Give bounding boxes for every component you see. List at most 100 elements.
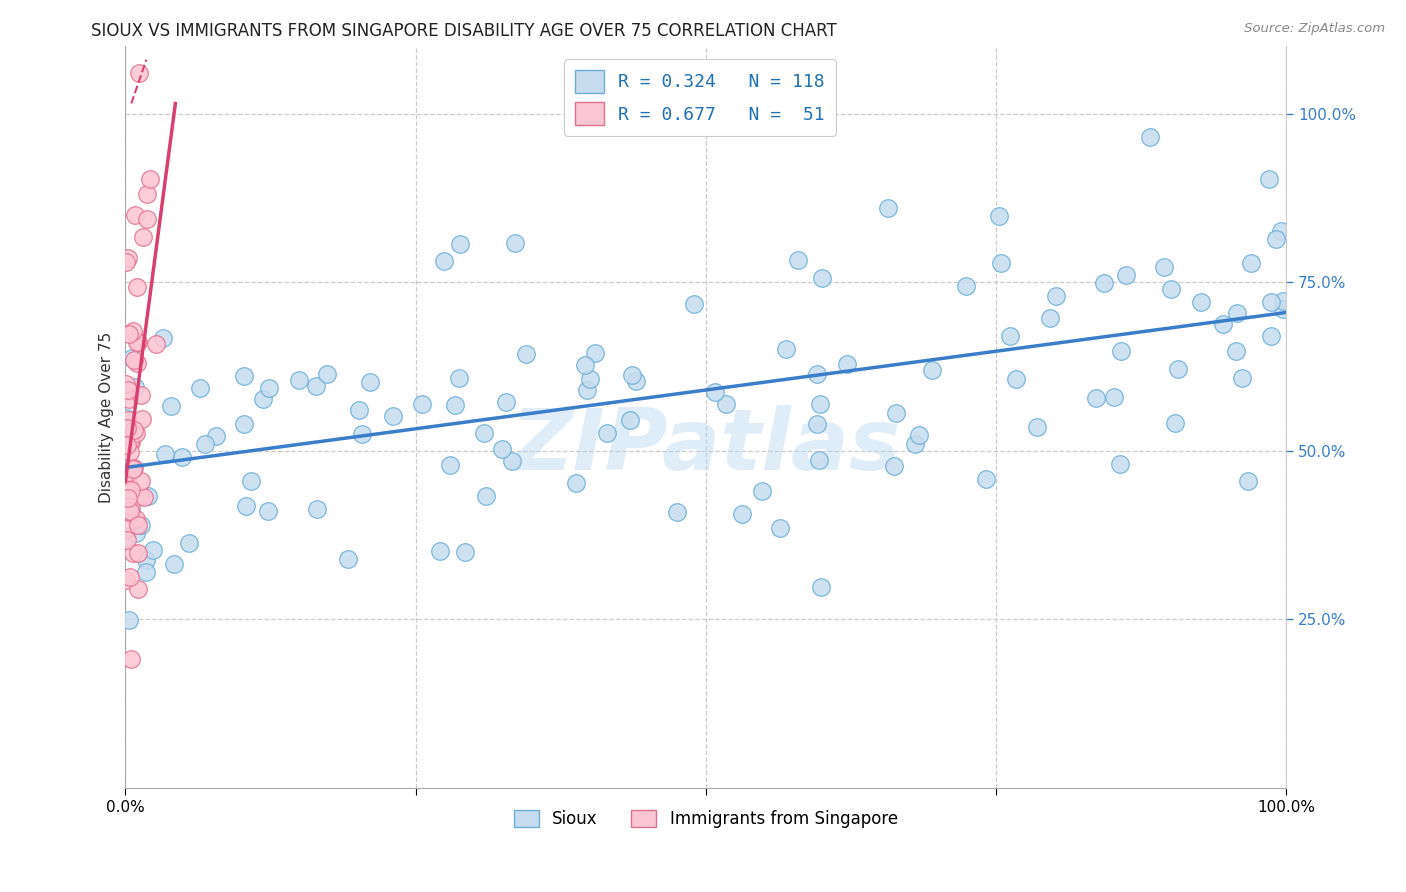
Point: [703, 385, 725, 400]
Point: [811, 271, 834, 285]
Point: [120, 434, 142, 449]
Point: [1237, 475, 1260, 489]
Point: [429, 544, 451, 558]
Point: [921, 362, 943, 376]
Point: [288, 373, 311, 387]
Point: [751, 483, 773, 498]
Point: [620, 368, 643, 382]
Point: [121, 351, 143, 365]
Point: [115, 421, 138, 435]
Point: [136, 490, 159, 504]
Point: [1239, 256, 1261, 270]
Point: [491, 442, 513, 456]
Point: [307, 501, 329, 516]
Point: [115, 376, 138, 391]
Point: [122, 546, 145, 560]
Point: [114, 410, 136, 425]
Point: [1212, 317, 1234, 331]
Point: [153, 447, 176, 461]
Point: [129, 489, 152, 503]
Point: [135, 552, 157, 566]
Point: [1164, 416, 1187, 430]
Point: [142, 543, 165, 558]
Point: [135, 186, 157, 201]
Point: [495, 394, 517, 409]
Point: [125, 512, 148, 526]
Point: [125, 335, 148, 350]
Point: [1108, 457, 1130, 471]
Point: [127, 279, 149, 293]
Text: SIOUX VS IMMIGRANTS FROM SINGAPORE DISABILITY AGE OVER 75 CORRELATION CHART: SIOUX VS IMMIGRANTS FROM SINGAPORE DISAB…: [91, 22, 837, 40]
Point: [316, 367, 339, 381]
Point: [1264, 232, 1286, 246]
Point: [1153, 260, 1175, 274]
Point: [117, 383, 139, 397]
Point: [583, 345, 606, 359]
Point: [974, 472, 997, 486]
Point: [810, 580, 832, 594]
Point: [136, 211, 159, 226]
Point: [575, 384, 598, 398]
Point: [1225, 344, 1247, 359]
Point: [127, 356, 149, 370]
Point: [122, 353, 145, 368]
Point: [232, 417, 254, 431]
Point: [124, 379, 146, 393]
Point: [1260, 329, 1282, 343]
Point: [382, 409, 405, 424]
Point: [837, 357, 859, 371]
Point: [128, 66, 150, 80]
Point: [118, 392, 141, 406]
Point: [806, 417, 828, 431]
Y-axis label: Disability Age Over 75: Disability Age Over 75: [100, 331, 114, 502]
Point: [988, 209, 1011, 223]
Point: [122, 462, 145, 476]
Point: [1257, 172, 1279, 186]
Point: [115, 469, 138, 483]
Point: [162, 558, 184, 572]
Point: [194, 437, 217, 451]
Point: [1084, 391, 1107, 405]
Point: [877, 202, 900, 216]
Point: [118, 504, 141, 518]
Point: [134, 490, 156, 504]
Point: [159, 399, 181, 413]
Point: [122, 490, 145, 504]
Point: [117, 412, 139, 426]
Point: [349, 403, 371, 417]
Point: [449, 237, 471, 252]
Point: [990, 256, 1012, 270]
Point: [955, 278, 977, 293]
Point: [1270, 224, 1292, 238]
Point: [998, 328, 1021, 343]
Point: [122, 423, 145, 437]
Point: [775, 342, 797, 356]
Point: [239, 474, 262, 488]
Point: [439, 458, 461, 473]
Point: [139, 172, 162, 186]
Point: [666, 505, 689, 519]
Point: [127, 335, 149, 350]
Point: [1109, 343, 1132, 358]
Point: [359, 376, 381, 390]
Point: [1167, 362, 1189, 376]
Point: [120, 483, 142, 497]
Point: [114, 573, 136, 587]
Point: [619, 413, 641, 427]
Point: [454, 545, 477, 559]
Point: [129, 474, 152, 488]
Point: [574, 358, 596, 372]
Point: [769, 521, 792, 535]
Point: [806, 368, 828, 382]
Point: [1092, 277, 1115, 291]
Point: [120, 444, 142, 458]
Point: [257, 504, 280, 518]
Point: [808, 397, 831, 411]
Point: [124, 425, 146, 440]
Point: [257, 381, 280, 395]
Point: [1225, 306, 1247, 320]
Point: [787, 252, 810, 267]
Point: [121, 504, 143, 518]
Point: [1271, 293, 1294, 308]
Point: [118, 570, 141, 584]
